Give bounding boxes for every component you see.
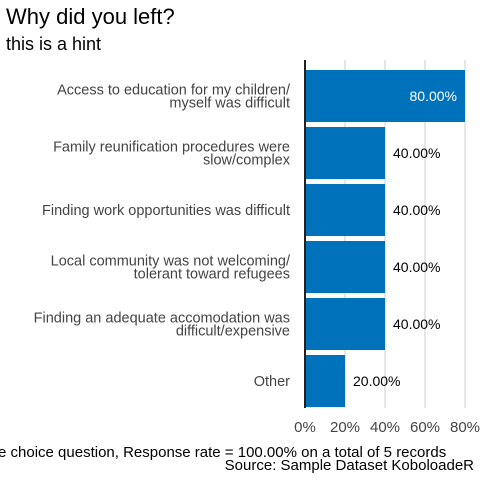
bar bbox=[305, 127, 385, 179]
value-label: 40.00% bbox=[393, 259, 440, 275]
x-tick-label: 80% bbox=[450, 419, 480, 436]
chart-title: Why did you left? bbox=[6, 4, 175, 29]
category-label: Local community was not welcoming/tolera… bbox=[51, 254, 291, 283]
category-label: Family reunification procedures were slow… bbox=[53, 140, 291, 169]
category-labels: Access to education for my children/myse… bbox=[34, 83, 291, 391]
bar bbox=[305, 355, 345, 407]
value-label: 80.00% bbox=[410, 88, 457, 104]
category-label: Other bbox=[254, 374, 290, 390]
x-tick-label: 0% bbox=[294, 419, 316, 436]
x-tick-labels: 0% 20% 40% 60% 80% bbox=[294, 419, 480, 436]
chart-subtitle: this is a hint bbox=[6, 34, 101, 54]
bar bbox=[305, 184, 385, 236]
bar bbox=[305, 241, 385, 293]
x-tick-label: 60% bbox=[410, 419, 440, 436]
x-tick-label: 20% bbox=[330, 419, 360, 436]
x-tick-label: 40% bbox=[370, 419, 400, 436]
chart-source: Source: Sample Dataset KoboloadeR bbox=[225, 457, 474, 474]
category-label: Finding an adequate accomodation was diff… bbox=[34, 311, 290, 340]
value-label: 40.00% bbox=[393, 316, 440, 332]
value-label: 40.00% bbox=[393, 202, 440, 218]
value-label: 40.00% bbox=[393, 145, 440, 161]
category-label: Access to education for my children/myse… bbox=[57, 83, 291, 112]
bar bbox=[305, 298, 385, 350]
category-label: Finding work opportunities was difficult bbox=[42, 203, 290, 219]
value-label: 20.00% bbox=[353, 373, 400, 389]
